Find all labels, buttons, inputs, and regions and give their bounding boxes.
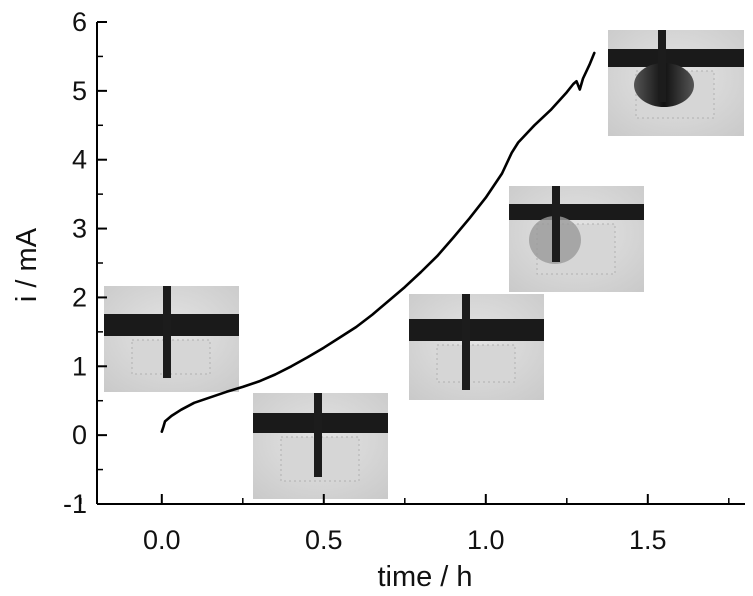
series-line	[160, 51, 596, 433]
inset-rod	[658, 30, 666, 102]
x-tick-label: 0.0	[143, 525, 181, 555]
inset-photo-1	[104, 286, 239, 392]
y-tick-label: 6	[72, 7, 87, 37]
inset-rod	[163, 286, 171, 378]
inset-electrode-bar	[104, 314, 239, 336]
inset-photo-4	[509, 186, 644, 292]
y-tick-label: -1	[63, 489, 87, 519]
inset-rod	[314, 393, 322, 477]
inset-electrode-bar	[608, 49, 744, 67]
series-layer	[160, 51, 596, 433]
y-tick-label: 3	[72, 214, 87, 244]
y-tick-label: 4	[72, 145, 87, 175]
inset-photo-5	[608, 30, 744, 136]
y-axis-title: i / mA	[11, 227, 43, 302]
x-tick-label: 1.5	[629, 525, 667, 555]
x-axis-title: time / h	[377, 561, 472, 593]
inset-photo-2	[253, 393, 388, 499]
y-tick-label: 1	[72, 351, 87, 381]
inset-rod	[552, 186, 560, 262]
y-tick-label: 2	[72, 282, 87, 312]
inset-electrode-bar	[509, 204, 644, 220]
y-tick-label: 0	[72, 420, 87, 450]
inset-rod	[462, 294, 470, 390]
inset-electrode-bar	[409, 319, 544, 341]
inset-background	[104, 286, 239, 392]
inset-pore	[436, 344, 516, 383]
inset-photos	[104, 30, 744, 499]
inset-photo-3	[409, 294, 544, 400]
x-tick-label: 0.5	[305, 525, 343, 555]
y-tick-label: 5	[72, 76, 87, 106]
x-tick-label: 1.0	[467, 525, 505, 555]
axes: -1 0 1 2 3 4 5 6 0.0 0.5 1.0 1.5	[63, 7, 745, 555]
